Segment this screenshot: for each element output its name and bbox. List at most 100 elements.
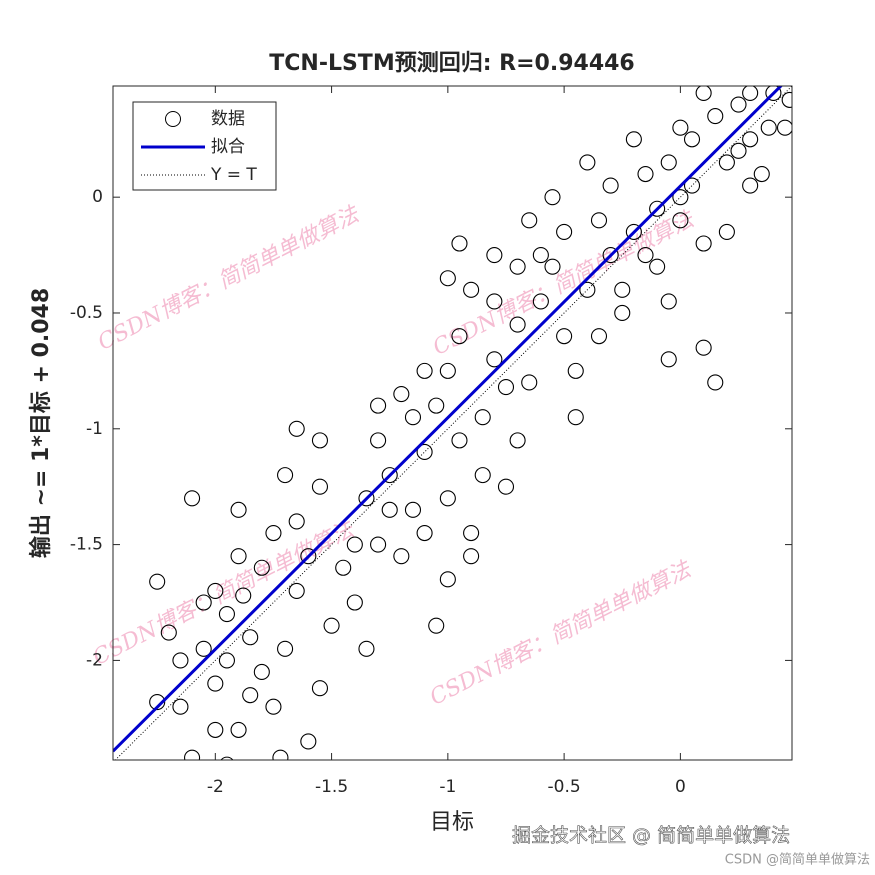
data-point — [451, 235, 468, 252]
plot-area — [113, 86, 792, 760]
data-point — [184, 749, 201, 760]
data-point — [742, 131, 759, 148]
data-point — [277, 640, 294, 657]
data-point — [230, 548, 247, 565]
data-point — [556, 223, 573, 240]
data-point — [218, 606, 235, 623]
data-point — [393, 548, 410, 565]
data-point — [532, 293, 549, 310]
data-point — [300, 548, 317, 565]
data-point — [579, 154, 596, 171]
y-tick-label: -0.5 — [70, 303, 103, 323]
data-point — [370, 432, 387, 449]
data-point — [323, 617, 340, 634]
data-point — [532, 247, 549, 264]
data-point — [358, 490, 375, 507]
data-point — [195, 594, 212, 611]
data-point — [742, 177, 759, 194]
data-point — [195, 640, 212, 657]
data-point — [567, 409, 584, 426]
data-point — [253, 663, 270, 681]
y-tick-label: -2 — [86, 650, 103, 670]
data-point — [404, 409, 422, 426]
data-point — [370, 536, 387, 553]
data-point — [544, 258, 561, 275]
data-point — [463, 281, 480, 298]
data-point — [288, 420, 305, 437]
data-point — [781, 91, 792, 108]
data-point — [428, 617, 445, 634]
data-point — [695, 339, 712, 356]
data-point — [718, 223, 735, 240]
data-point — [625, 131, 642, 148]
data-point — [149, 694, 166, 711]
data-point — [439, 571, 456, 588]
data-point — [220, 756, 234, 760]
data-point — [730, 142, 747, 159]
data-point — [625, 223, 642, 240]
data-point — [416, 443, 433, 461]
data-point — [718, 154, 735, 171]
data-point — [416, 524, 433, 542]
legend-label: 数据 — [211, 109, 245, 129]
data-point — [393, 385, 410, 403]
data-point — [695, 86, 712, 101]
data-point — [207, 582, 224, 599]
data-point — [602, 177, 619, 194]
data-point — [521, 212, 538, 229]
data-point — [602, 247, 619, 264]
data-point — [590, 212, 608, 229]
footer-credit: CSDN @简简单单做算法 — [725, 852, 870, 868]
data-point — [272, 749, 289, 760]
y-tick-label: -1 — [86, 419, 103, 439]
data-point — [556, 328, 573, 345]
data-point — [346, 594, 363, 611]
data-point — [451, 328, 468, 345]
data-point — [742, 86, 759, 101]
data-point — [672, 119, 689, 136]
data-point — [218, 652, 235, 669]
data-point — [428, 397, 445, 414]
data-point — [335, 559, 352, 576]
y-tick-label: -1.5 — [70, 535, 103, 555]
data-point — [230, 501, 247, 518]
axes-box — [112, 85, 793, 761]
data-point — [760, 119, 777, 136]
data-point — [730, 96, 747, 113]
data-point — [311, 478, 329, 495]
data-point — [439, 362, 456, 379]
data-point — [404, 501, 422, 518]
data-point — [579, 281, 596, 298]
data-point — [451, 432, 468, 449]
data-point — [753, 165, 770, 183]
data-point — [544, 189, 561, 206]
data-point — [463, 548, 480, 565]
data-point — [463, 524, 480, 542]
data-point — [637, 165, 654, 183]
footer-watermark: 掘金技术社区 @ 简简单单做算法 — [512, 825, 790, 847]
data-point — [439, 490, 456, 507]
data-point — [660, 154, 677, 171]
data-point — [149, 573, 166, 590]
data-point — [288, 513, 305, 530]
data-point — [172, 652, 189, 669]
data-point — [358, 640, 375, 657]
data-point — [683, 131, 701, 148]
data-point — [300, 733, 317, 750]
data-point — [486, 293, 503, 310]
data-point — [311, 680, 329, 697]
x-tick-label: -2 — [207, 777, 224, 797]
chart-title: TCN-LSTM预测回归: R=0.94446 — [269, 51, 635, 76]
data-point — [242, 629, 259, 646]
data-point — [509, 316, 526, 333]
data-point — [265, 524, 282, 542]
data-point — [614, 281, 631, 298]
data-point — [265, 698, 282, 715]
watermark: CSDN博客：简简单单做算法 — [89, 516, 359, 670]
y-axis-label: 输出 ~= 1*目标 + 0.048 — [28, 288, 54, 558]
data-point — [439, 270, 456, 287]
data-point — [381, 501, 398, 518]
watermark: CSDN博客：简简单单做算法 — [94, 201, 364, 355]
identity-line — [114, 86, 792, 760]
